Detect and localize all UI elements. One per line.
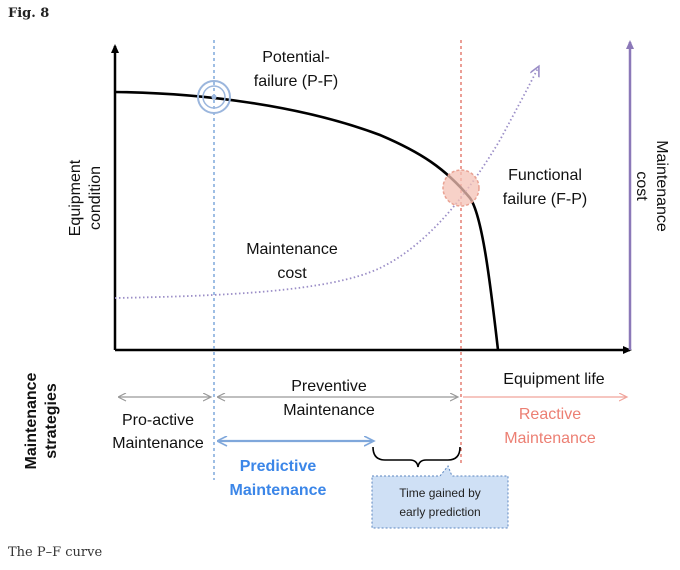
preventive-label-line2: Maintenance (283, 402, 375, 419)
cost-curve-label-line1: Maintenance (246, 241, 338, 258)
ff-label-line2: failure (F-P) (503, 191, 587, 208)
proactive-label-line2: Maintenance (112, 435, 204, 452)
pf-label-line2: failure (P-F) (254, 73, 338, 90)
predictive-label-line2: Maintenance (230, 482, 327, 499)
cost-curve-label-line2: cost (277, 265, 307, 282)
proactive-label-line1: Pro-active (122, 412, 194, 429)
y-axis-title-line1: Equipment (67, 159, 84, 236)
cost-curve (114, 68, 538, 299)
ff-marker (442, 169, 480, 207)
strategies-title-line1: Maintenance (23, 372, 40, 469)
x-axis-title: Equipment life (503, 371, 604, 388)
predictive-label-line1: Predictive (240, 458, 317, 475)
reactive-label-line1: Reactive (519, 406, 581, 423)
cost-axis-title-line1: Maintenance (653, 140, 670, 232)
reactive-label-line2: Maintenance (504, 430, 596, 447)
y-axis-title-line2: condition (87, 166, 104, 230)
strategies-title-line2: strategies (43, 383, 60, 459)
time-gained-line1: Time gained by (399, 486, 481, 500)
time-gained-brace (372, 446, 461, 468)
pf-label-line1: Potential- (262, 49, 330, 66)
time-gained-callout: Time gained by early prediction (371, 465, 509, 529)
figure-caption: The P–F curve (8, 545, 103, 560)
cost-axis-title-line2: cost (633, 171, 650, 201)
preventive-label-line1: Preventive (291, 378, 367, 395)
ff-label-line1: Functional (508, 167, 582, 184)
figure-label: Fig. 8 (8, 6, 50, 21)
time-gained-line2: early prediction (399, 505, 480, 519)
pf-marker (197, 80, 231, 114)
condition-curve (114, 90, 500, 351)
